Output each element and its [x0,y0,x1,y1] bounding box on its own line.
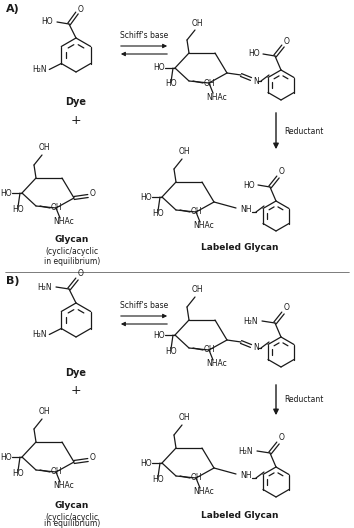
Text: Dye: Dye [65,97,86,107]
Text: Labeled Glycan: Labeled Glycan [201,511,279,520]
Text: (cyclic/acyclic: (cyclic/acyclic [45,513,98,522]
Text: O: O [279,433,285,442]
Text: HO: HO [243,181,255,190]
Text: HO: HO [165,346,177,355]
Text: OH: OH [38,408,50,417]
Text: Labeled Glycan: Labeled Glycan [201,243,279,252]
Text: OH: OH [50,467,62,476]
Text: HO: HO [140,193,152,202]
Text: O: O [78,269,84,278]
Text: OH: OH [190,208,202,216]
Text: in equilibrium): in equilibrium) [44,520,100,528]
Text: HO: HO [12,204,24,213]
Text: HO: HO [248,50,260,59]
Text: N: N [253,344,259,353]
Text: (cyclic/acyclic: (cyclic/acyclic [45,248,98,257]
Text: Schiff's base: Schiff's base [120,32,168,41]
Text: HO: HO [153,331,165,340]
Text: O: O [90,454,96,463]
Text: NHAc: NHAc [194,222,215,231]
Text: O: O [78,5,84,14]
Text: HO: HO [0,188,12,197]
Text: HO: HO [140,458,152,467]
Text: HO: HO [153,63,165,72]
Text: OH: OH [191,286,203,295]
Text: NHAc: NHAc [207,92,227,101]
Text: H₂N: H₂N [244,316,258,325]
Text: O: O [284,304,290,313]
Text: +: + [71,114,81,127]
Text: NH: NH [240,205,252,214]
Text: Schiff's base: Schiff's base [120,301,168,310]
Text: in equilibrium): in equilibrium) [44,258,100,267]
Text: A): A) [6,4,20,14]
Text: NH: NH [240,472,252,480]
Text: Glycan: Glycan [55,235,89,244]
Text: OH: OH [50,203,62,212]
Text: NHAc: NHAc [53,482,74,491]
Text: HO: HO [41,17,53,26]
Text: NHAc: NHAc [53,218,74,227]
Text: HO: HO [152,475,164,484]
Text: B): B) [6,276,19,286]
Text: O: O [284,36,290,45]
Text: HO: HO [12,468,24,477]
Text: O: O [279,167,285,176]
Text: Reductant: Reductant [284,127,324,136]
Text: H₂N: H₂N [32,65,47,74]
Text: Reductant: Reductant [284,395,324,404]
Text: N: N [253,77,259,86]
Text: NHAc: NHAc [194,487,215,496]
Text: HO: HO [165,80,177,89]
Text: +: + [71,383,81,397]
Text: H₂N: H₂N [38,282,52,291]
Text: HO: HO [152,209,164,218]
Text: OH: OH [203,345,215,354]
Text: H₂N: H₂N [32,330,47,339]
Text: OH: OH [38,144,50,153]
Text: NHAc: NHAc [207,360,227,369]
Text: H₂N: H₂N [239,447,253,456]
Text: O: O [90,190,96,199]
Text: Glycan: Glycan [55,501,89,510]
Text: OH: OH [203,79,215,88]
Text: HO: HO [0,452,12,461]
Text: OH: OH [178,413,190,422]
Text: OH: OH [190,474,202,483]
Text: Dye: Dye [65,368,86,378]
Text: OH: OH [191,18,203,27]
Text: OH: OH [178,147,190,156]
